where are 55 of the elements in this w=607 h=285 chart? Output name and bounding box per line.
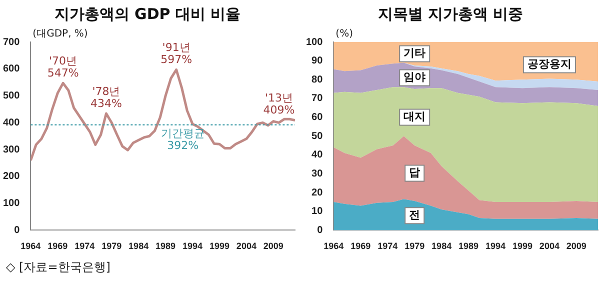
x-tick-label: 1984 — [432, 241, 452, 252]
annotation: '78년 434% — [90, 84, 122, 110]
y-tick-label: 10 — [312, 206, 324, 218]
y-tick-label: 100 — [306, 36, 324, 48]
ref-line-label: 기간평균 392% — [160, 127, 205, 152]
annotation: '13년 409% — [263, 92, 295, 117]
x-tick-label: 1989 — [458, 241, 479, 252]
y-axis-title: (%) — [336, 28, 354, 40]
y-tick-label: 90 — [312, 56, 324, 67]
y-tick-label: 50 — [312, 130, 324, 142]
y-tick-label: 40 — [312, 150, 324, 161]
x-tick-label: 1974 — [74, 241, 95, 252]
x-tick-label: 1979 — [102, 241, 122, 252]
annotation: '91년 597% — [160, 41, 192, 66]
y-tick-label: 700 — [2, 36, 20, 48]
series-label: 임야 — [404, 70, 426, 84]
y-tick-label: 300 — [2, 144, 20, 156]
y-tick-label: 30 — [312, 168, 324, 180]
x-tick-label: 1999 — [512, 241, 532, 252]
y-tick-label: 80 — [312, 74, 324, 86]
x-tick-label: 1974 — [378, 241, 398, 252]
x-tick-label: 2004 — [539, 241, 560, 252]
x-tick-label: 1969 — [350, 241, 371, 252]
y-tick-label: 400 — [2, 117, 20, 128]
y-tick-label: 0 — [14, 224, 20, 236]
x-tick-label: 1969 — [48, 241, 68, 252]
y-tick-label: 0 — [317, 224, 324, 236]
series-label: 대지 — [404, 110, 426, 124]
y-tick-label: 100 — [2, 198, 20, 210]
x-tick-label: 1984 — [128, 241, 149, 252]
x-tick-label: 2004 — [236, 241, 256, 252]
x-tick-label: 1964 — [20, 241, 41, 252]
y-tick-label: 20 — [312, 187, 324, 198]
x-tick-label: 1979 — [404, 241, 425, 252]
y-tick-label: 600 — [2, 64, 20, 75]
y-tick-label: 500 — [2, 90, 20, 102]
x-tick-label: 1989 — [156, 241, 176, 252]
series-label: 답 — [409, 166, 420, 180]
y-axis-title: (대GDP, %) — [32, 28, 88, 40]
x-tick-label: 1964 — [324, 241, 344, 252]
annotation: '70년 547% — [47, 54, 79, 80]
x-tick-label: 1999 — [209, 241, 230, 252]
x-tick-label: 1994 — [485, 241, 506, 252]
y-tick-label: 200 — [2, 171, 20, 182]
x-tick-label: 2009 — [263, 241, 284, 252]
chart-title: 지목별 지가총액 비중 — [378, 4, 524, 23]
series-label: 공장용지 — [527, 58, 572, 71]
x-tick-label: 1994 — [182, 241, 203, 252]
x-tick-label: 2009 — [566, 241, 586, 252]
series-label: 전 — [409, 208, 420, 222]
y-tick-label: 70 — [312, 93, 324, 104]
text: ◇ [자료=한국은행] — [6, 259, 112, 276]
chart-title: 지가총액의 GDP 대비 비율 — [54, 4, 241, 23]
series-label: 기타 — [404, 46, 426, 60]
y-tick-label: 60 — [312, 112, 324, 124]
